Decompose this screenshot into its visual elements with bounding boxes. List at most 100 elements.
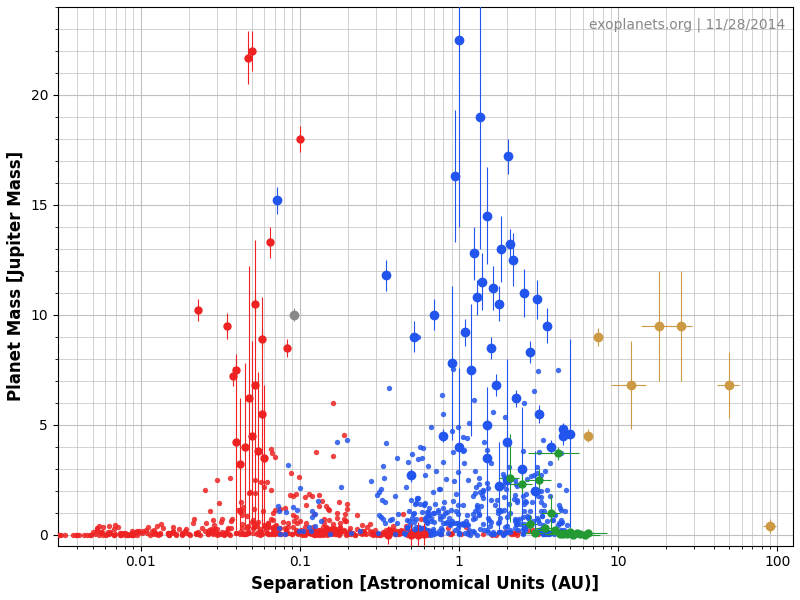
Point (361, 523, 374, 532)
Point (161, 529, 174, 538)
Point (470, 482, 482, 492)
Point (377, 514, 390, 524)
Point (420, 525, 433, 535)
Point (339, 530, 352, 539)
Point (386, 521, 399, 530)
Point (382, 527, 395, 537)
Point (410, 514, 422, 524)
Point (452, 509, 465, 519)
Point (202, 527, 214, 536)
Point (444, 529, 457, 539)
Point (342, 529, 355, 538)
Point (334, 522, 346, 532)
Point (141, 528, 154, 538)
Point (501, 527, 514, 537)
Point (421, 511, 434, 521)
Point (240, 522, 253, 532)
Point (109, 530, 122, 539)
Point (434, 530, 447, 539)
Point (470, 502, 483, 511)
Point (269, 521, 282, 530)
Point (471, 506, 484, 515)
Point (234, 529, 246, 539)
Point (330, 508, 343, 517)
Point (299, 530, 312, 539)
Point (370, 490, 383, 500)
Point (316, 496, 329, 506)
Point (302, 522, 315, 532)
Point (102, 530, 115, 539)
Point (477, 493, 490, 503)
Point (148, 529, 161, 538)
Point (308, 530, 321, 539)
Point (374, 530, 387, 539)
Point (378, 473, 390, 483)
Point (412, 527, 425, 537)
Point (503, 500, 516, 509)
Point (422, 530, 435, 539)
Point (406, 449, 418, 459)
Point (265, 530, 278, 539)
Point (247, 523, 260, 533)
Point (167, 527, 180, 537)
Point (208, 524, 221, 533)
Point (420, 527, 433, 537)
Point (462, 529, 474, 539)
Point (338, 431, 350, 440)
Point (327, 451, 340, 460)
Point (338, 517, 351, 526)
Point (262, 521, 274, 530)
Point (90, 524, 103, 533)
Point (394, 526, 407, 535)
Point (434, 530, 447, 539)
Point (251, 521, 264, 531)
Point (364, 519, 377, 529)
Point (410, 494, 423, 504)
Point (439, 474, 452, 484)
Point (390, 454, 403, 463)
Point (462, 526, 475, 535)
Point (416, 523, 429, 533)
Point (222, 524, 234, 534)
Point (401, 523, 414, 533)
Point (92, 521, 105, 530)
Point (401, 515, 414, 525)
Point (394, 526, 406, 536)
Point (277, 517, 290, 527)
Point (499, 523, 512, 532)
Point (421, 528, 434, 538)
Point (224, 473, 237, 483)
Point (103, 528, 116, 538)
Point (507, 494, 520, 504)
Point (497, 470, 510, 479)
Point (175, 530, 188, 539)
Point (426, 488, 439, 497)
Point (522, 526, 535, 536)
Point (473, 479, 486, 489)
Point (266, 524, 279, 534)
Point (389, 529, 402, 538)
Point (355, 520, 368, 529)
Point (490, 530, 502, 539)
Point (410, 493, 423, 503)
Point (460, 516, 473, 526)
Point (402, 457, 415, 466)
Point (421, 517, 434, 526)
Point (533, 518, 546, 528)
Point (340, 435, 353, 445)
Point (291, 529, 304, 538)
Point (266, 527, 279, 536)
Point (390, 518, 403, 527)
Point (343, 523, 356, 532)
X-axis label: Separation [Astronomical Units (AU)]: Separation [Astronomical Units (AU)] (251, 575, 599, 593)
Point (473, 510, 486, 520)
Point (119, 529, 132, 538)
Point (373, 487, 386, 496)
Point (386, 527, 398, 537)
Point (384, 525, 397, 535)
Point (258, 521, 271, 531)
Point (451, 467, 464, 477)
Point (546, 515, 559, 525)
Point (443, 520, 456, 530)
Point (554, 448, 567, 458)
